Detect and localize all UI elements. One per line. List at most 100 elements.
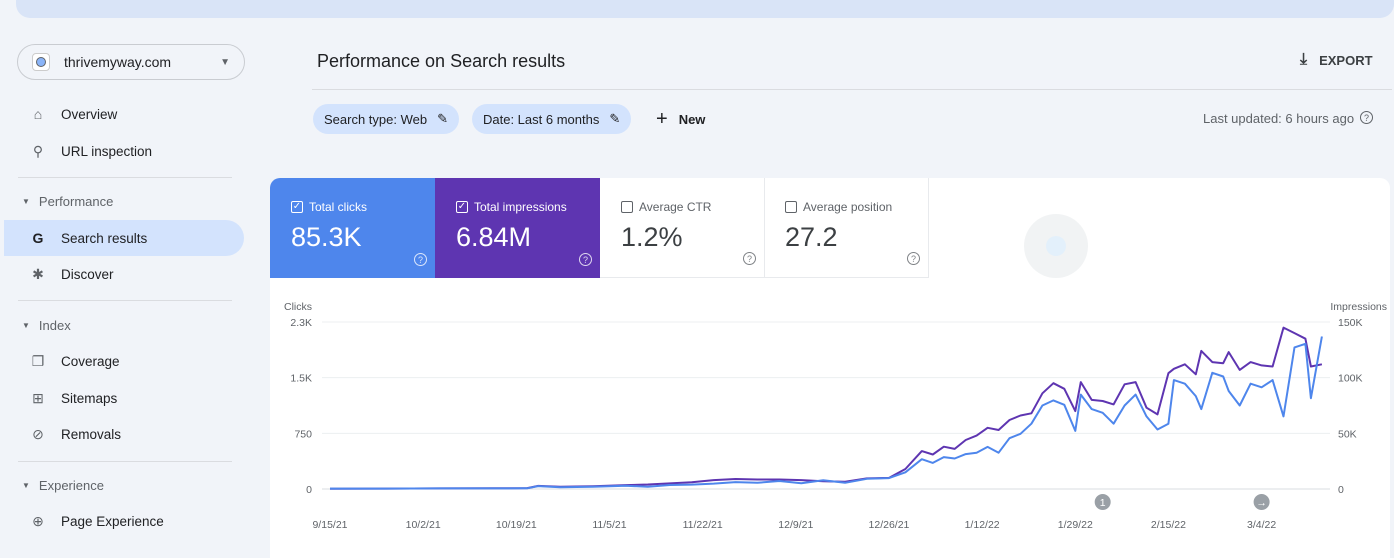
right-tick-label: 0	[1338, 484, 1344, 496]
card-label: Total clicks	[309, 200, 368, 214]
card-value: 1.2%	[621, 222, 683, 252]
property-selector[interactable]: thrivemyway.com ▼	[17, 44, 245, 80]
card-label: Average CTR	[639, 200, 712, 214]
home-icon: ⌂	[33, 106, 43, 122]
sidebar-item-removals[interactable]: ⊘ Removals	[0, 416, 244, 452]
chip-label: Search type: Web	[324, 111, 428, 127]
checkbox-checked-icon[interactable]: ✓	[291, 201, 303, 213]
annotation-marker	[1253, 494, 1270, 510]
sidebar-item-label: Sitemaps	[61, 390, 118, 406]
search-type-filter-chip[interactable]: Search type: Web ✎	[313, 104, 459, 134]
help-icon[interactable]: ?	[414, 253, 427, 266]
right-axis-label: Impressions	[1330, 301, 1387, 313]
caret-down-icon: ▼	[22, 321, 30, 330]
export-button[interactable]: ⤓ EXPORT	[1300, 51, 1373, 69]
annotation-label: →	[1256, 497, 1267, 509]
sidebar-item-label: Coverage	[61, 353, 120, 369]
section-label: Performance	[38, 194, 114, 209]
caret-down-icon: ▼	[22, 197, 30, 206]
divider	[312, 89, 1392, 90]
checkbox-icon[interactable]	[785, 201, 797, 213]
metric-card-total-clicks[interactable]: ✓ Total clicks 85.3K?	[270, 178, 435, 278]
card-value: 27.2	[785, 222, 838, 252]
series-line-clicks	[330, 336, 1323, 490]
plus-icon: +	[656, 108, 668, 130]
metric-card-average-ctr[interactable]: Average CTR 1.2%?	[600, 178, 765, 278]
divider	[18, 300, 232, 301]
sidebar-item-label: Page Experience	[61, 513, 164, 529]
checkbox-icon[interactable]	[621, 201, 633, 213]
pencil-icon: ✎	[437, 111, 448, 126]
last-updated: Last updated: 6 hours ago?	[1203, 111, 1374, 126]
section-label: Experience	[38, 478, 104, 493]
sidebar-item-label: Removals	[61, 426, 122, 442]
property-name: thrivemyway.com	[64, 54, 172, 70]
eye-off-icon: ⊘	[32, 425, 44, 442]
x-tick-label: 1/12/22	[965, 519, 1000, 531]
annotation-marker	[1094, 494, 1111, 510]
card-value: 85.3K	[291, 222, 362, 252]
x-tick-label: 12/26/21	[869, 519, 910, 531]
sidebar-item-page-experience[interactable]: ⊕ Page Experience	[0, 503, 244, 539]
x-tick-label: 1/29/22	[1058, 519, 1093, 531]
series-line-impressions	[329, 326, 1323, 490]
checkbox-checked-icon[interactable]: ✓	[456, 201, 468, 213]
loading-spinner	[1024, 214, 1088, 278]
google-icon: G	[32, 230, 44, 246]
sidebar-item-label: URL inspection	[61, 143, 153, 159]
x-tick-label: 10/2/21	[406, 519, 441, 531]
metric-card-average-position[interactable]: Average position 27.2?	[764, 178, 929, 278]
x-tick-label: 11/22/21	[683, 519, 723, 531]
sidebar-item-discover[interactable]: ✱ Discover	[0, 256, 244, 292]
help-icon[interactable]: ?	[743, 252, 756, 265]
search-icon: ⚲	[32, 142, 44, 159]
sidebar-item-label: Discover	[61, 266, 114, 282]
help-icon[interactable]: ?	[579, 253, 592, 266]
date-filter-chip[interactable]: Date: Last 6 months ✎	[472, 104, 632, 134]
copy-icon: ❐	[31, 352, 45, 369]
sidebar-item-label: Search results	[61, 230, 148, 246]
card-label: Average position	[803, 200, 893, 214]
section-experience[interactable]: ▼ Experience	[22, 478, 104, 493]
left-tick-label: 750	[294, 428, 312, 440]
x-tick-label: 3/4/22	[1247, 519, 1276, 531]
metric-card-total-impressions[interactable]: ✓ Total impressions 6.84M?	[435, 178, 600, 278]
chip-label: Date: Last 6 months	[483, 111, 600, 127]
export-label: EXPORT	[1319, 52, 1373, 68]
right-tick-label: 50K	[1338, 428, 1357, 440]
card-label: Total impressions	[474, 200, 567, 214]
sidebar-item-search-results[interactable]: G Search results	[4, 220, 244, 256]
new-label: New	[678, 112, 706, 127]
card-value: 6.84M	[456, 222, 532, 252]
x-tick-label: 10/19/21	[496, 519, 537, 531]
section-label: Index	[38, 318, 71, 333]
section-index[interactable]: ▼ Index	[22, 318, 71, 333]
sidebar-item-overview[interactable]: ⌂ Overview	[0, 96, 244, 132]
page-title: Performance on Search results	[317, 51, 566, 71]
right-tick-label: 100K	[1338, 373, 1363, 385]
sidebar-item-sitemaps[interactable]: ⊞ Sitemaps	[0, 380, 244, 416]
left-axis-label: Clicks	[284, 301, 312, 313]
caret-down-icon: ▼	[22, 481, 30, 490]
sidebar-item-coverage[interactable]: ❐ Coverage	[0, 343, 244, 379]
x-tick-label: 2/15/22	[1151, 519, 1186, 531]
new-filter-button[interactable]: + New	[656, 108, 705, 131]
sitemap-icon: ⊞	[32, 389, 44, 406]
help-icon[interactable]: ?	[1360, 111, 1374, 124]
help-icon[interactable]: ?	[907, 252, 920, 265]
pencil-icon: ✎	[609, 111, 621, 126]
annotation-label: 1	[1100, 497, 1106, 509]
download-icon: ⤓	[1300, 51, 1308, 68]
chevron-down-icon: ▼	[220, 56, 230, 68]
globe-icon	[32, 53, 50, 71]
section-performance[interactable]: ▼ Performance	[22, 194, 113, 209]
divider	[18, 177, 232, 178]
divider	[18, 461, 232, 462]
x-tick-label: 12/9/21	[778, 519, 813, 531]
last-updated-text: Last updated: 6 hours ago	[1203, 111, 1355, 126]
sidebar-item-label: Overview	[61, 106, 118, 122]
sidebar-item-url-inspection[interactable]: ⚲ URL inspection	[0, 133, 244, 169]
plus-circle-icon: ⊕	[32, 512, 44, 529]
performance-chart: Clicks Impressions 0 0 750 50K 1.5K 100K 2.3K 150…	[284, 301, 1387, 531]
left-tick-label: 1.5K	[290, 373, 312, 385]
